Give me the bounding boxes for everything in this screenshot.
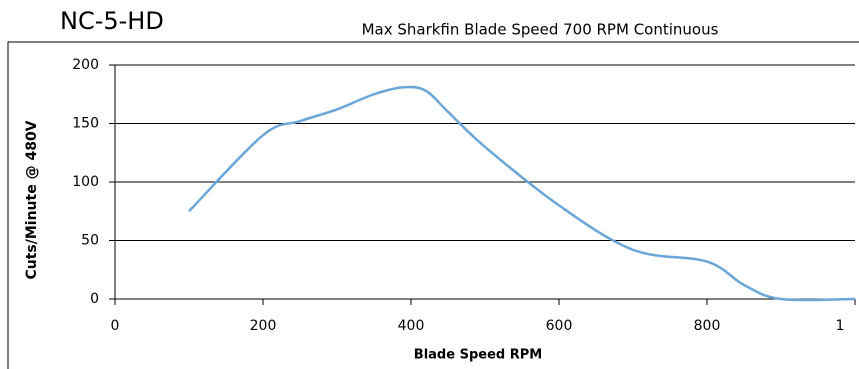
chart-title: NC-5-HD [60, 7, 164, 35]
y-axis-label: Cuts/Minute @ 480V [24, 120, 40, 279]
x-tick-label: 400 [398, 318, 425, 334]
y-tick-label: 0 [90, 291, 99, 307]
x-tick-label: 1 [836, 318, 845, 334]
x-tick-label: 200 [250, 318, 277, 334]
x-tick-label: 0 [111, 318, 120, 334]
y-tick-label: 100 [72, 174, 99, 190]
x-tick-label: 600 [546, 318, 573, 334]
y-tick-label: 200 [72, 57, 99, 73]
x-tick-label: 800 [694, 318, 721, 334]
data-line [188, 85, 856, 302]
y-tick-label: 150 [72, 116, 99, 132]
y-tick-label: 50 [81, 233, 99, 249]
x-axis-label: Blade Speed RPM [414, 348, 542, 363]
chart-subtitle: Max Sharkfin Blade Speed 700 RPM Continu… [362, 21, 719, 39]
chart-border [7, 41, 859, 369]
